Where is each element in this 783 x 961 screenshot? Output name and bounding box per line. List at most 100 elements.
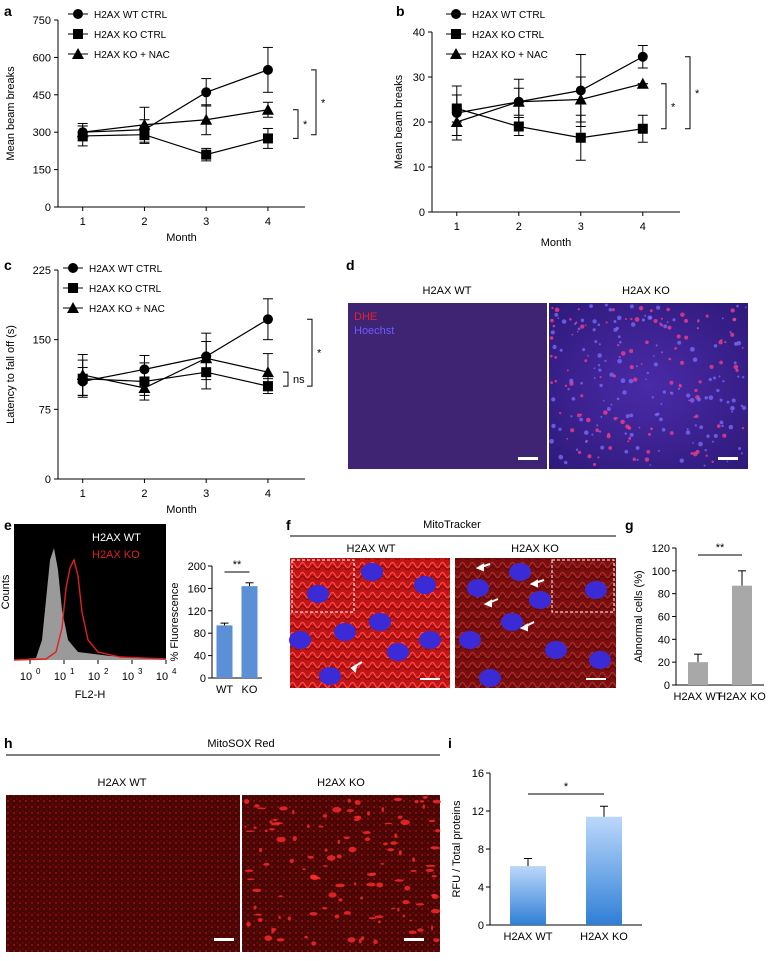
signal-spot <box>394 879 404 882</box>
signal-spot <box>398 850 402 856</box>
signal-spot <box>253 905 257 910</box>
data-point <box>450 116 463 127</box>
nucleus-dot <box>735 368 739 372</box>
nucleus-dot <box>666 321 669 324</box>
nucleus <box>334 623 356 641</box>
nucleus-dot <box>620 378 626 384</box>
nucleus-dot <box>677 387 681 390</box>
nucleus-dot <box>591 433 594 436</box>
nucleus-dot <box>738 447 742 450</box>
data-point <box>200 352 213 364</box>
data-point <box>261 366 274 378</box>
signal-spot <box>358 938 362 944</box>
panel-g-label: g <box>625 517 634 533</box>
y-tick-label: 150 <box>33 335 51 347</box>
signal-spot <box>304 935 308 939</box>
x-tick-label: 1 <box>454 221 460 233</box>
y-tick-label: 120 <box>188 606 206 618</box>
nucleus-dot <box>646 449 651 454</box>
data-point <box>262 314 273 325</box>
nucleus-dot <box>576 330 579 333</box>
nucleus-dot <box>570 415 573 418</box>
nucleus-dot <box>605 321 608 324</box>
nucleus-dot <box>737 375 740 378</box>
data-point <box>637 51 648 62</box>
nucleus-dot <box>728 424 734 430</box>
y-tick-label: 0 <box>45 202 51 214</box>
legend-marker <box>73 9 83 19</box>
nucleus-dot <box>711 460 714 464</box>
nucleus-dot <box>589 304 593 309</box>
nucleus-dot <box>575 448 579 451</box>
nucleus-dot <box>616 315 622 321</box>
nucleus-dot <box>649 309 653 313</box>
signal-spot <box>404 885 411 891</box>
signal-spot <box>245 830 255 832</box>
panel-h-label: h <box>4 735 13 751</box>
flow-histogram-plot <box>14 524 166 660</box>
nucleus-dot <box>575 321 578 324</box>
nucleus <box>589 651 611 669</box>
nucleus-dot <box>558 454 564 460</box>
nucleus-dot <box>604 303 608 307</box>
panel-i: i 0 4 8 12 16 RFU / Total proteins H2AX WT H2AX… <box>448 735 642 943</box>
hoechst-stain-label: Hoechst <box>354 325 394 337</box>
nucleus-dot <box>674 347 678 350</box>
nucleus-dot <box>554 312 559 317</box>
ko-histogram-line <box>13 557 167 661</box>
nucleus-dot <box>719 420 724 425</box>
arrow-icon <box>475 563 491 572</box>
nucleus-dot <box>592 319 597 324</box>
nucleus <box>529 591 551 609</box>
nucleus-dot <box>593 367 596 370</box>
nucleus-dot <box>694 388 698 393</box>
nucleus <box>307 585 329 603</box>
hist-ylabel: Counts <box>0 574 12 609</box>
nucleus-dot <box>629 365 634 370</box>
nucleus-dot <box>570 428 575 433</box>
y-tick-label: 100 <box>652 566 670 578</box>
signal-spot <box>360 896 364 900</box>
significance-bracket <box>283 371 289 387</box>
hist-x-tick-exponent: 3 <box>138 667 143 676</box>
nucleus-dot <box>632 457 637 461</box>
hist-xlabel: FL2-H <box>75 689 106 701</box>
nucleus-dot <box>656 305 661 310</box>
signal-spot <box>431 846 434 849</box>
signal-spot <box>272 818 278 822</box>
signal-spot <box>366 811 371 816</box>
nucleus-dot <box>685 430 691 435</box>
bar <box>586 816 622 925</box>
x-tick-label: H2AX WT <box>504 931 553 943</box>
panel-c: c 0 75 150 225 1 2 3 4 Month Latency to fall off … <box>4 257 322 516</box>
panel-d-label: d <box>346 257 355 273</box>
nucleus-dot <box>584 440 588 443</box>
signal-spot <box>415 903 425 906</box>
signal-spot <box>271 929 275 934</box>
nucleus-dot <box>677 340 682 345</box>
y-tick-label: 0 <box>200 673 206 685</box>
y-axis-label: RFU / Total proteins <box>451 800 463 898</box>
series-line <box>456 83 643 123</box>
signal-spot <box>397 907 400 912</box>
nucleus-dot <box>592 328 596 332</box>
panel-f-wt-title: H2AX WT <box>347 543 396 555</box>
y-tick-label: 40 <box>413 27 425 39</box>
data-point <box>261 103 274 115</box>
nucleus-dot <box>610 403 613 406</box>
nucleus-dot <box>726 400 730 404</box>
y-axis-label: Mean beam breaks <box>5 66 17 161</box>
signal-spot <box>322 907 328 910</box>
nucleus-dot <box>559 412 562 415</box>
nucleus-dot <box>653 355 655 357</box>
nucleus-dot <box>564 460 568 465</box>
data-point <box>262 133 273 144</box>
signal-spot <box>381 807 385 813</box>
y-tick-label: 12 <box>472 806 484 818</box>
hist-x-tick-exponent: 4 <box>172 667 177 676</box>
series-line <box>456 107 643 139</box>
nucleus-dot <box>627 440 630 443</box>
nucleus-dot <box>622 390 627 395</box>
dhe-wt-image <box>348 303 547 469</box>
hist-x-tick-label: 10 <box>54 671 66 683</box>
